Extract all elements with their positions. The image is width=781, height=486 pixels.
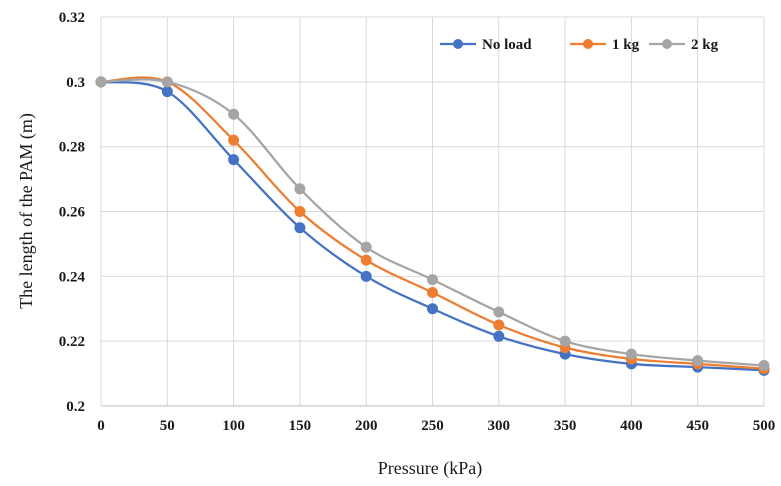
x-tick-label: 250 — [421, 418, 444, 434]
data-point-no-load — [228, 154, 240, 166]
legend-entry-1-kg: 1 kg — [570, 37, 640, 53]
y-tick-label: 0.2 — [66, 399, 85, 415]
gridlines — [101, 16, 765, 406]
legend-marker-no-load — [453, 39, 463, 49]
legend-entry-2-kg: 2 kg — [649, 37, 719, 53]
x-tick-label: 150 — [289, 418, 312, 434]
legend-entry-no-load: No load — [440, 37, 532, 53]
legend-marker-2-kg — [662, 39, 672, 49]
data-point-1-kg — [493, 319, 505, 331]
data-point-2-kg — [294, 183, 306, 195]
x-tick-label: 50 — [160, 418, 175, 434]
data-point-2-kg — [625, 348, 637, 360]
y-tick-label: 0.3 — [66, 75, 85, 91]
data-point-1-kg — [294, 206, 306, 217]
data-point-no-load — [161, 86, 173, 98]
y-tick-label: 0.22 — [59, 334, 85, 350]
legend-label-1-kg: 1 kg — [612, 37, 640, 53]
x-axis-ticks: 0 50 100 150 200 250 300 350 400 450 500 — [97, 418, 775, 434]
y-tick-label: 0.24 — [59, 269, 86, 285]
x-tick-label: 300 — [488, 418, 511, 434]
y-axis-ticks: 0.2 0.22 0.24 0.26 0.28 0.3 0.32 — [59, 10, 86, 415]
x-tick-label: 200 — [355, 418, 378, 434]
data-point-2-kg — [692, 355, 704, 367]
data-point-2-kg — [758, 359, 770, 371]
y-tick-label: 0.32 — [59, 10, 85, 26]
data-point-2-kg — [95, 76, 107, 88]
legend-label-2-kg: 2 kg — [691, 37, 719, 53]
data-point-no-load — [493, 330, 505, 342]
data-point-2-kg — [360, 241, 372, 253]
x-tick-label: 500 — [753, 418, 776, 434]
y-tick-label: 0.28 — [59, 140, 85, 156]
x-axis-title: Pressure (kPa) — [378, 458, 482, 479]
x-tick-label: 400 — [620, 418, 643, 434]
data-point-1-kg — [228, 134, 240, 146]
data-point-2-kg — [161, 76, 173, 88]
data-point-no-load — [294, 222, 306, 234]
data-point-2-kg — [427, 274, 438, 286]
legend: No load 1 kg 2 kg — [440, 37, 719, 53]
legend-label-no-load: No load — [482, 37, 532, 53]
series-group — [95, 76, 770, 376]
data-point-1-kg — [427, 287, 438, 299]
data-point-no-load — [360, 270, 372, 282]
x-tick-label: 350 — [554, 418, 577, 434]
data-point-2-kg — [493, 306, 505, 318]
x-tick-label: 0 — [97, 418, 105, 434]
legend-marker-1-kg — [583, 39, 593, 49]
y-axis-title: The length of the PAM (m) — [16, 113, 37, 309]
data-point-1-kg — [360, 254, 372, 266]
series-2-kg — [95, 76, 770, 371]
data-point-2-kg — [559, 335, 571, 347]
data-point-2-kg — [228, 108, 240, 120]
x-tick-label: 100 — [222, 418, 245, 434]
y-tick-label: 0.26 — [59, 205, 86, 221]
data-point-no-load — [427, 303, 438, 315]
x-tick-label: 450 — [686, 418, 709, 434]
